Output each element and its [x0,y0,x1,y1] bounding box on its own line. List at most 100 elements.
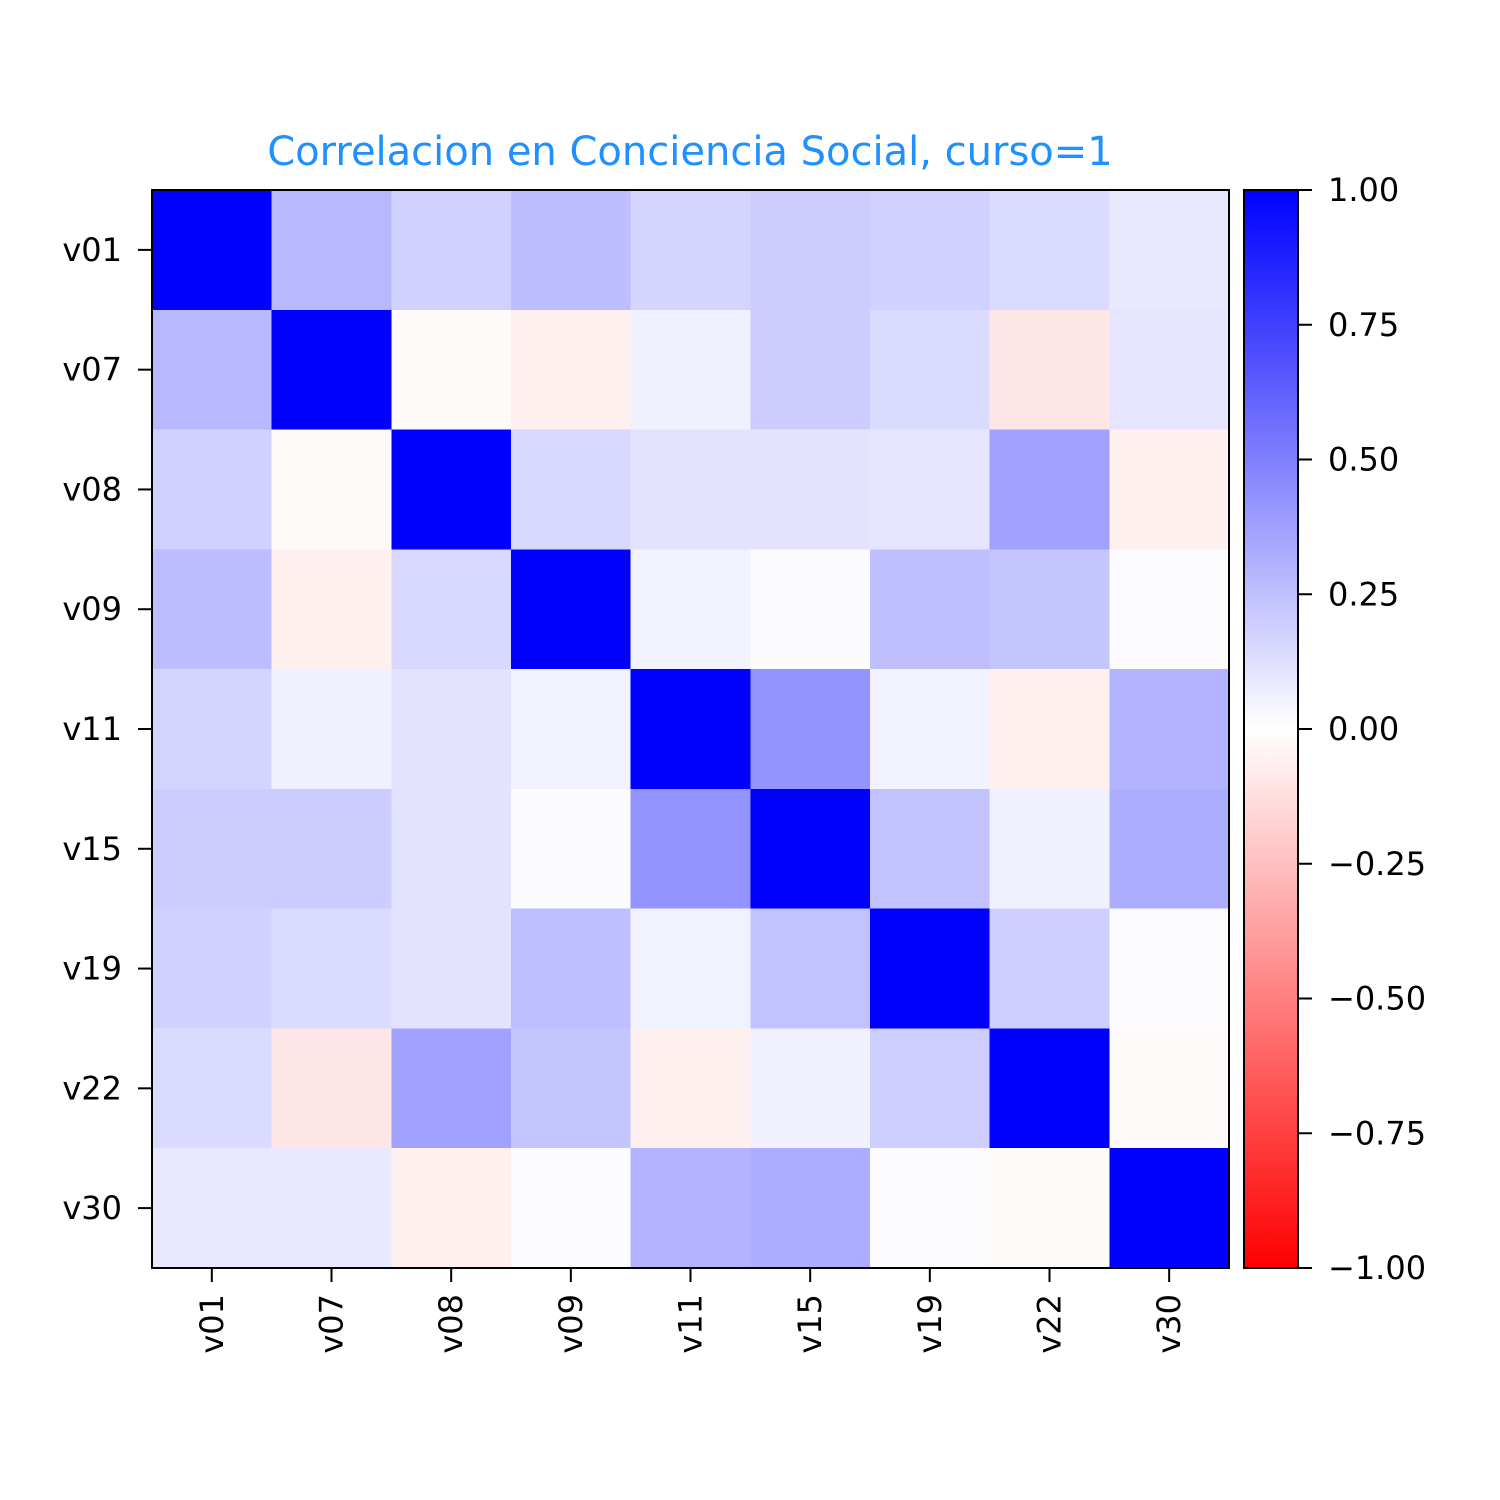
heatmap-cell-v11-v22 [989,669,1110,790]
heatmap-cell-v08-v01 [152,429,273,550]
heatmap-cell-v08-v08 [391,429,512,550]
heatmap-cell-v09-v07 [271,549,392,670]
heatmap-cell-v08-v19 [870,429,991,550]
x-tick-label-v22: v22 [1031,1294,1069,1354]
x-tick-label-v09: v09 [552,1294,590,1354]
heatmap-cell-v22-v01 [152,1028,273,1149]
heatmap-cell-v01-v09 [511,190,632,311]
y-tick-label-v15: v15 [62,830,122,868]
colorbar-tick-label: −0.75 [1328,1114,1426,1152]
x-tick-label-v15: v15 [791,1294,829,1354]
y-tick-label-v01: v01 [62,231,122,269]
colorbar [1243,189,1299,1269]
heatmap-cell-v08-v15 [750,429,871,550]
y-tick-label-v22: v22 [62,1069,122,1107]
colorbar-tick-label: 1.00 [1328,171,1399,209]
heatmap-cell-v09-v19 [870,549,991,670]
heatmap-cell-v30-v19 [870,1148,991,1269]
heatmap-cell-v08-v22 [989,429,1110,550]
heatmap-cell-v19-v09 [511,908,632,1030]
heatmap-cell-v09-v22 [989,549,1110,670]
heatmap-cell-v09-v09 [511,549,632,670]
heatmap-cell-v30-v01 [152,1148,273,1269]
colorbar-tick-label: 0.25 [1328,575,1399,613]
heatmap-cell-v22-v11 [630,1028,751,1149]
heatmap-cell-v01-v15 [750,190,871,311]
heatmap-cell-v08-v30 [1109,429,1230,550]
heatmap-cell-v15-v08 [391,788,512,910]
heatmap-cell-v07-v08 [391,309,512,431]
heatmap-cell-v07-v19 [870,309,991,431]
heatmap-cell-v01-v07 [271,190,392,311]
x-tick-label-v07: v07 [313,1294,351,1354]
heatmap-cell-v11-v15 [750,669,871,790]
y-tick-label-v07: v07 [62,351,122,389]
heatmap-cell-v19-v15 [750,908,871,1030]
colorbar-tick-label: −0.25 [1328,845,1426,883]
colorbar-tick-label: 0.50 [1328,441,1399,479]
heatmap-cell-v07-v22 [989,309,1110,431]
heatmap-cell-v15-v01 [152,788,273,910]
heatmap-cell-v01-v11 [630,190,751,311]
heatmap-cell-v30-v07 [271,1148,392,1269]
heatmap-cells [152,190,1230,1269]
colorbar-tick-label: 0.00 [1328,710,1399,748]
heatmap-cell-v07-v07 [271,309,392,431]
heatmap-cell-v11-v08 [391,669,512,790]
heatmap-cell-v01-v19 [870,190,991,311]
heatmap-cell-v07-v01 [152,309,273,431]
heatmap-cell-v19-v19 [870,908,991,1030]
heatmap-cell-v09-v15 [750,549,871,670]
y-tick-label-v11: v11 [62,710,122,748]
heatmap-cell-v30-v15 [750,1148,871,1269]
heatmap-cell-v07-v09 [511,309,632,431]
y-tick-label-v19: v19 [62,950,122,988]
heatmap-cell-v19-v22 [989,908,1110,1030]
heatmap-cell-v07-v11 [630,309,751,431]
heatmap-cell-v09-v08 [391,549,512,670]
heatmap-cell-v19-v07 [271,908,392,1030]
heatmap-cell-v19-v01 [152,908,273,1030]
heatmap-cell-v11-v11 [630,669,751,790]
heatmap-cell-v30-v11 [630,1148,751,1269]
heatmap-cell-v30-v22 [989,1148,1110,1269]
heatmap-cell-v30-v09 [511,1148,632,1269]
heatmap-cell-v08-v09 [511,429,632,550]
x-axis-ticks: v01 v07 v08 v09 v11 v15 v19 v22 v30 [193,1268,1188,1354]
heatmap-cell-v15-v30 [1109,788,1230,910]
heatmap-cell-v01-v08 [391,190,512,311]
heatmap-cell-v19-v11 [630,908,751,1030]
x-tick-label-v19: v19 [911,1294,949,1354]
x-tick-label-v08: v08 [432,1294,470,1354]
colorbar-tick-label: −1.00 [1328,1249,1426,1287]
heatmap-cell-v15-v22 [989,788,1110,910]
heatmap-cell-v22-v08 [391,1028,512,1149]
y-tick-label-v30: v30 [62,1189,122,1227]
x-tick-label-v11: v11 [672,1294,710,1354]
heatmap-cell-v22-v19 [870,1028,991,1149]
heatmap-cell-v08-v11 [630,429,751,550]
heatmap-cell-v01-v01 [152,190,273,311]
heatmap-cell-v11-v09 [511,669,632,790]
y-axis-ticks: v01 v07 v08 v09 v11 v15 v19 v22 v30 [62,231,152,1227]
colorbar-ticks: 1.00 0.75 0.50 0.25 0.00 −0.25 −0.50 −0.75 −1.00 [1298,171,1426,1287]
heatmap-cell-v15-v19 [870,788,991,910]
heatmap-cell-v01-v22 [989,190,1110,311]
heatmap-cell-v19-v08 [391,908,512,1030]
heatmap-cell-v15-v07 [271,788,392,910]
heatmap-cell-v22-v07 [271,1028,392,1149]
heatmap-cell-v11-v19 [870,669,991,790]
y-tick-label-v09: v09 [62,590,122,628]
heatmap-cell-v07-v15 [750,309,871,431]
heatmap-cell-v09-v30 [1109,549,1230,670]
heatmap-cell-v30-v30 [1109,1148,1230,1269]
heatmap-cell-v22-v09 [511,1028,632,1149]
heatmap-cell-v19-v30 [1109,908,1230,1030]
heatmap-cell-v22-v30 [1109,1028,1230,1149]
heatmap-cell-v15-v11 [630,788,751,910]
heatmap-cell-v22-v15 [750,1028,871,1149]
heatmap-cell-v11-v07 [271,669,392,790]
x-tick-label-v01: v01 [193,1294,231,1354]
heatmap-cell-v30-v08 [391,1148,512,1269]
